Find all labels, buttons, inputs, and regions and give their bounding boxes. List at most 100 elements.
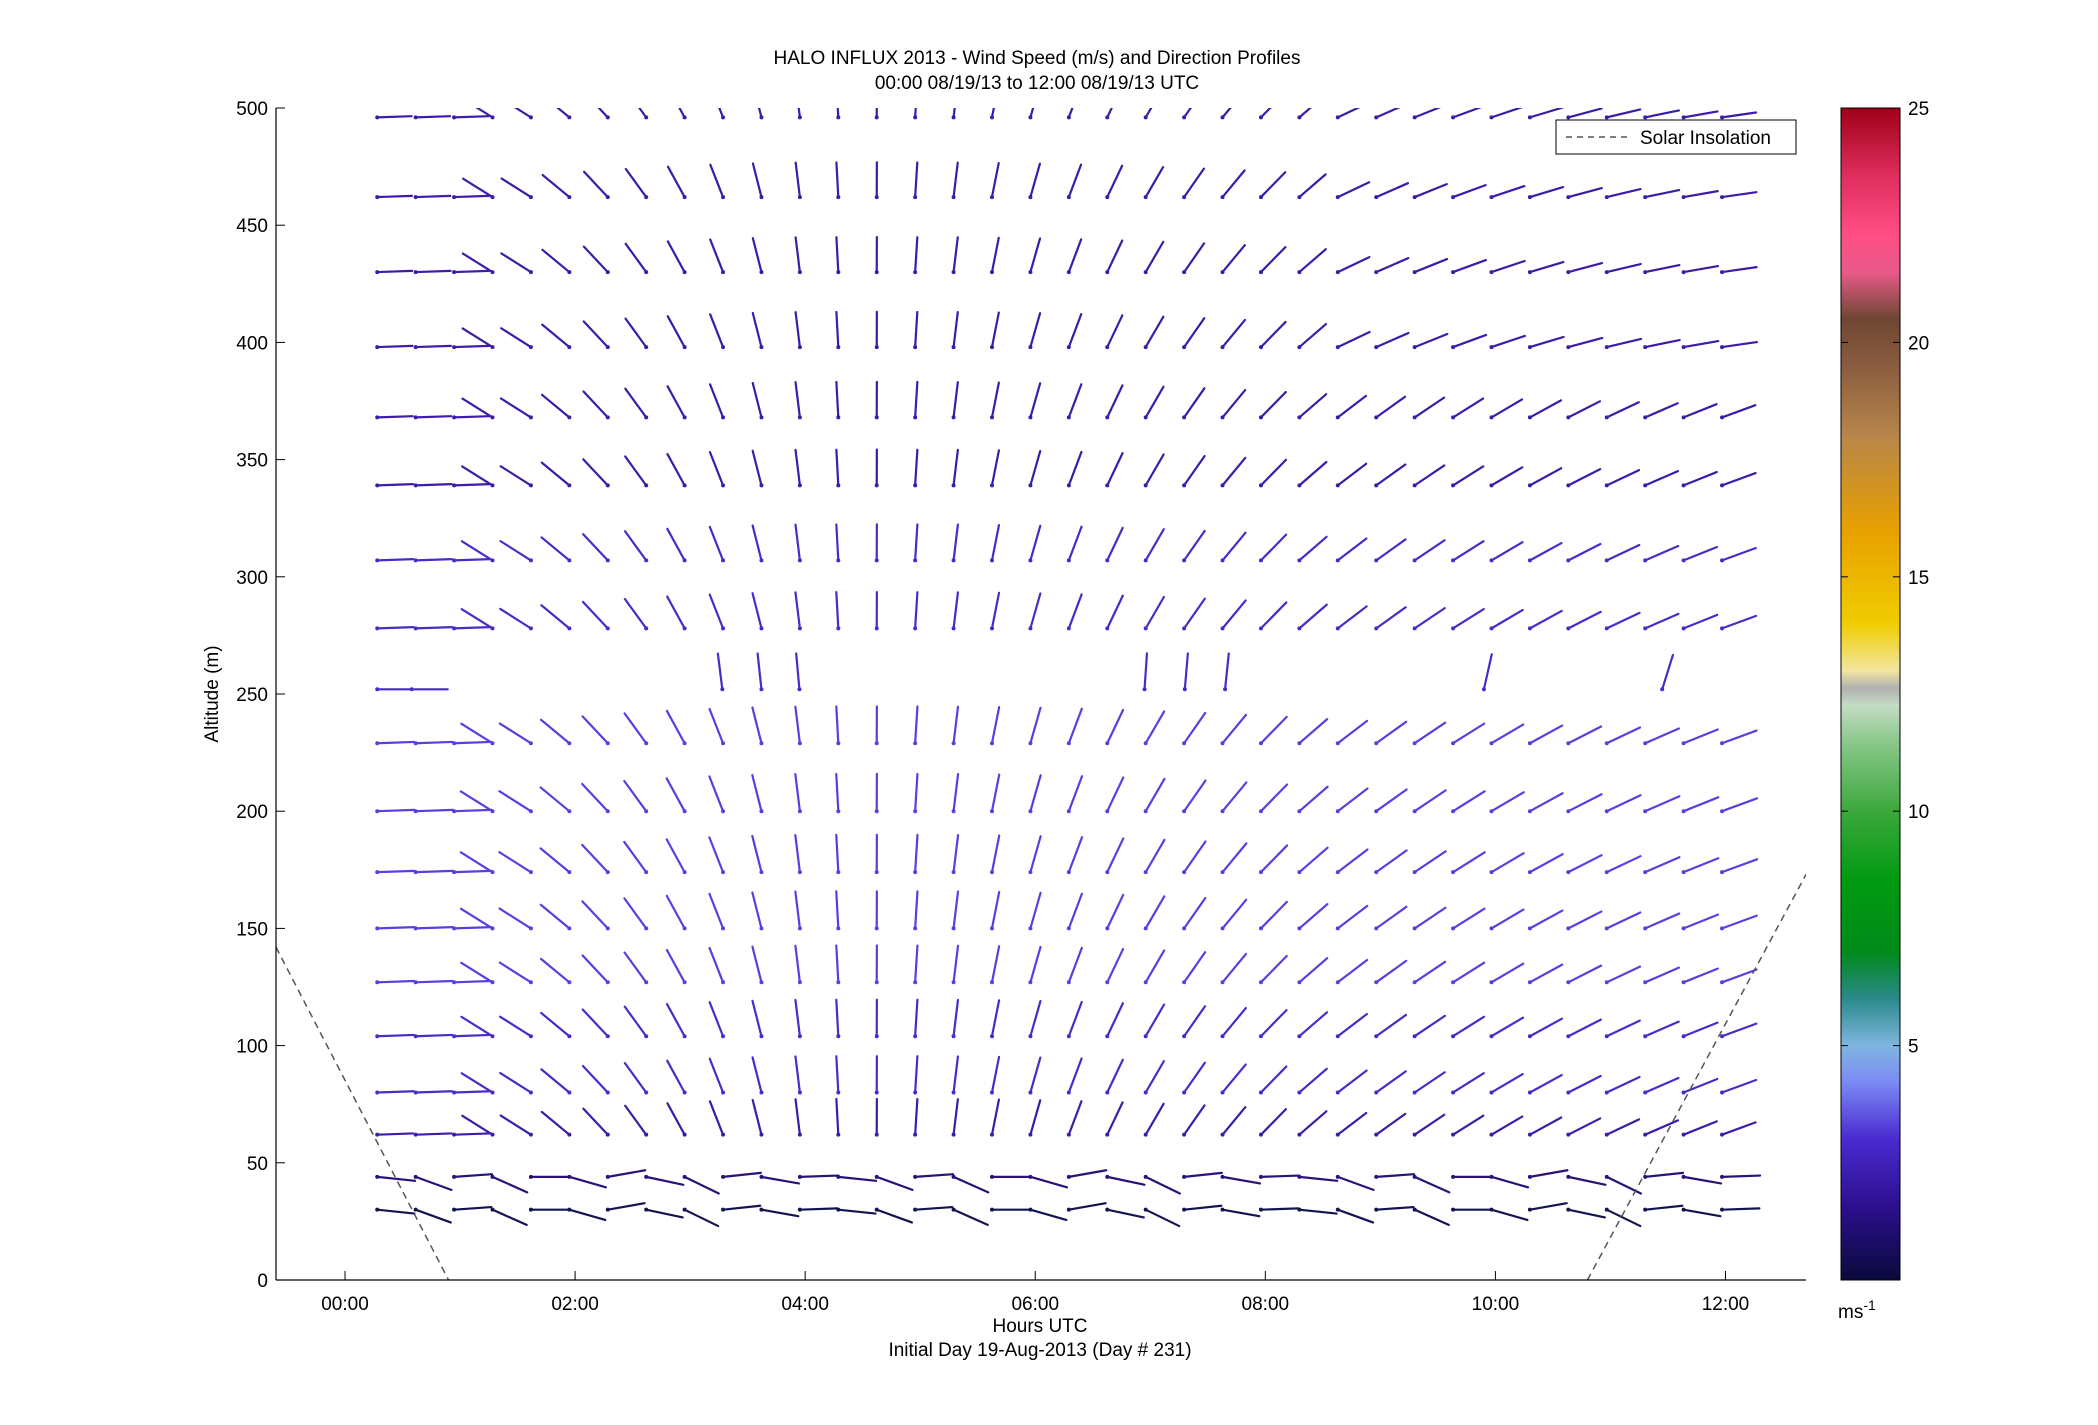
wind-vector-base <box>452 115 457 120</box>
wind-vector-base <box>644 1090 649 1095</box>
wind-vector-base <box>413 626 418 631</box>
wind-vector-base <box>1142 687 1147 692</box>
wind-vector-base <box>528 345 533 350</box>
wind-vector-base <box>759 1090 764 1095</box>
wind-vector <box>539 718 571 745</box>
wind-vector <box>751 449 763 487</box>
wind-vector-base <box>721 870 726 875</box>
wind-vector <box>414 115 452 119</box>
wind-vector-base <box>1335 558 1340 563</box>
wind-vector <box>837 1175 878 1182</box>
wind-vector <box>1029 1056 1042 1094</box>
wind-vector <box>1144 1003 1166 1038</box>
wind-vector <box>460 722 494 745</box>
wind-vector-base <box>1412 415 1417 420</box>
wind-vector-base <box>1105 626 1110 631</box>
wind-vector-base <box>682 870 687 875</box>
wind-vector-base <box>1489 1174 1494 1179</box>
wind-vector-base <box>874 270 879 275</box>
wind-vector-base <box>1028 1090 1033 1095</box>
wind-vector <box>1067 892 1084 930</box>
wind-vector <box>1298 248 1327 274</box>
wind-vector-base <box>797 1132 802 1137</box>
wind-vector-base <box>1681 270 1686 275</box>
wind-vector <box>1528 399 1563 419</box>
wind-vector <box>1221 1208 1261 1218</box>
wind-vector <box>666 452 686 487</box>
wind-vector-base <box>605 1174 610 1179</box>
wind-vector-base <box>1297 558 1302 563</box>
wind-vector <box>1221 388 1247 419</box>
wind-vector <box>952 1208 989 1226</box>
wind-vector-base <box>375 415 380 420</box>
wind-vector-base <box>1143 626 1148 631</box>
wind-vector <box>1451 1015 1486 1038</box>
wind-vector <box>498 790 533 813</box>
wind-vector-base <box>1720 870 1725 875</box>
wind-vector <box>1067 238 1083 274</box>
wind-vector-base <box>567 741 572 746</box>
wind-vector-base <box>989 870 994 875</box>
colorbar-tick-label: 25 <box>1908 99 1929 120</box>
wind-vector <box>460 1072 494 1094</box>
wind-vector-base <box>413 926 418 931</box>
wind-vector-base <box>951 483 956 488</box>
wind-vector-base <box>1028 115 1033 120</box>
wind-vector <box>683 1208 720 1228</box>
wind-vector <box>414 558 453 562</box>
wind-vector-base <box>759 741 764 746</box>
wind-vector <box>414 1175 453 1191</box>
wind-vector <box>1375 331 1410 349</box>
wind-vector <box>718 108 725 119</box>
wind-vector-base <box>1105 270 1110 275</box>
wind-vector <box>835 890 840 930</box>
wind-vector <box>665 709 686 745</box>
wind-vector-base <box>1143 345 1148 350</box>
wind-vector-base <box>759 195 764 200</box>
wind-vector <box>540 1011 571 1038</box>
wind-vector <box>1259 783 1289 813</box>
wind-vector <box>952 1055 960 1094</box>
wind-vector <box>1720 340 1758 349</box>
x-tick-label: 04:00 <box>781 1294 829 1315</box>
wind-vector-base <box>1028 1132 1033 1137</box>
wind-vector-base <box>1451 626 1456 631</box>
wind-vector <box>452 1205 493 1211</box>
wind-vector <box>666 595 686 630</box>
wind-vector-base <box>1643 483 1648 488</box>
wind-vector <box>1720 914 1758 930</box>
wind-vector-base <box>797 270 802 275</box>
wind-vector <box>1221 599 1247 630</box>
wind-vector-base <box>1566 626 1571 631</box>
wind-vector <box>1528 1017 1564 1038</box>
wind-vector-base <box>836 741 841 746</box>
wind-vector-base <box>951 1090 956 1095</box>
wind-vector-base <box>1182 1034 1187 1039</box>
wind-vector <box>709 313 725 349</box>
wind-vector <box>1375 606 1407 630</box>
wind-vector <box>452 194 490 199</box>
wind-vector <box>1336 848 1369 874</box>
wind-vector-base <box>1028 1034 1033 1039</box>
wind-vector <box>461 327 494 349</box>
wind-vector <box>1067 525 1083 562</box>
wind-vector <box>1661 653 1675 691</box>
x-axis-sublabel: Initial Day 19-Aug-2013 (Day # 231) <box>888 1340 1191 1361</box>
wind-vector <box>1336 256 1371 274</box>
wind-vector <box>837 1208 877 1215</box>
wind-vector-base <box>1066 115 1071 120</box>
wind-vector-base <box>1451 1174 1456 1179</box>
wind-vector-base <box>1681 741 1686 746</box>
wind-vector <box>1221 456 1247 487</box>
wind-vector-base <box>797 870 802 875</box>
wind-vector-base <box>1066 870 1071 875</box>
wind-vector <box>623 840 648 874</box>
wind-vector <box>836 108 840 119</box>
wind-vector-base <box>452 980 457 985</box>
wind-vector <box>1298 322 1328 349</box>
wind-vector <box>1605 965 1642 984</box>
wind-vector-base <box>644 626 649 631</box>
wind-vector-base <box>452 809 457 814</box>
wind-vector <box>1528 853 1564 874</box>
wind-vector-base <box>1720 809 1725 814</box>
